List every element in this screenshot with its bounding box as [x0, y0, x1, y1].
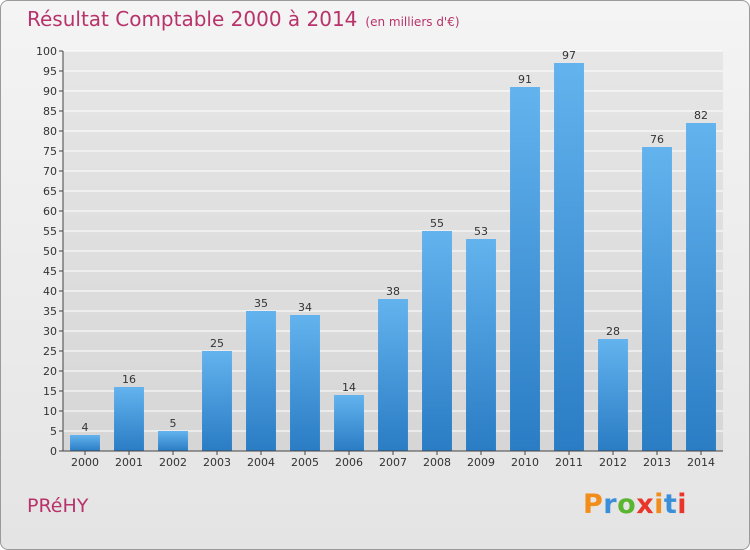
bar-2007[interactable]	[378, 299, 408, 451]
bar-2010[interactable]	[510, 87, 540, 451]
y-tick-label: 75	[43, 145, 57, 158]
y-tick-label: 65	[43, 185, 57, 198]
x-tick-label: 2000	[71, 456, 99, 469]
y-tick-label: 30	[43, 325, 57, 338]
y-tick-label: 40	[43, 285, 57, 298]
chart-title: Résultat Comptable 2000 à 2014 (en millie…	[27, 7, 460, 31]
data-label-2012: 28	[606, 325, 620, 338]
bar-2008[interactable]	[422, 231, 452, 451]
data-label-2008: 55	[430, 217, 444, 230]
x-tick-label: 2001	[115, 456, 143, 469]
x-tick-label: 2003	[203, 456, 231, 469]
y-tick-label: 45	[43, 265, 57, 278]
logo-letter: x	[636, 489, 655, 520]
proxiti-logo[interactable]: Proxiti	[583, 489, 687, 520]
bars	[70, 63, 716, 451]
y-tick-label: 60	[43, 205, 57, 218]
x-tick-label: 2014	[687, 456, 715, 469]
data-label-2009: 53	[474, 225, 488, 238]
y-tick-label: 95	[43, 65, 57, 78]
data-label-2005: 34	[298, 301, 312, 314]
y-tick-label: 25	[43, 345, 57, 358]
x-tick-label: 2006	[335, 456, 363, 469]
y-tick-label: 55	[43, 225, 57, 238]
y-tick-label: 5	[50, 425, 57, 438]
x-tick-label: 2005	[291, 456, 319, 469]
x-tick-label: 2007	[379, 456, 407, 469]
y-tick-label: 85	[43, 105, 57, 118]
x-tick-label: 2004	[247, 456, 275, 469]
logo-letter: r	[603, 489, 618, 520]
y-tick-label: 50	[43, 245, 57, 258]
y-tick-label: 90	[43, 85, 57, 98]
bar-2003[interactable]	[202, 351, 232, 451]
x-axis: 2000 2001 2002 2003 2004 2005 2006 2007 2008 2009…	[63, 450, 723, 469]
chart-title-text: Résultat Comptable 2000 à 2014	[27, 7, 358, 31]
y-tick-label: 20	[43, 365, 57, 378]
logo-letter: P	[583, 489, 604, 520]
data-label-2004: 35	[254, 297, 268, 310]
data-label-2011: 97	[562, 49, 576, 62]
bar-2014[interactable]	[686, 123, 716, 451]
data-label-2014: 82	[694, 109, 708, 122]
bar-2005[interactable]	[290, 315, 320, 451]
x-tick-label: 2009	[467, 456, 495, 469]
y-tick-label: 10	[43, 405, 57, 418]
logo-letter: o	[617, 489, 637, 520]
data-label-2000: 4	[82, 421, 89, 434]
y-tick-label: 70	[43, 165, 57, 178]
bar-2012[interactable]	[598, 339, 628, 451]
commune-name: PRéHY	[27, 495, 89, 517]
logo-letter: t	[663, 489, 678, 520]
bar-2011[interactable]	[554, 63, 584, 451]
bar-2001[interactable]	[114, 387, 144, 451]
bar-2000[interactable]	[70, 435, 100, 451]
data-label-2003: 25	[210, 337, 224, 350]
data-label-2001: 16	[122, 373, 136, 386]
x-tick-label: 2010	[511, 456, 539, 469]
bar-2002[interactable]	[158, 431, 188, 451]
x-tick-label: 2013	[643, 456, 671, 469]
bar-2013[interactable]	[642, 147, 672, 451]
y-tick-label: 0	[50, 445, 57, 458]
logo-letter: i	[677, 489, 688, 520]
bar-2009[interactable]	[466, 239, 496, 451]
x-tick-label: 2012	[599, 456, 627, 469]
y-axis: 0 5 10 15 20 25 30 35 40 45 50 55 60 65 70 75 80 85 90 95 10…	[36, 45, 64, 458]
bar-2004[interactable]	[246, 311, 276, 451]
data-label-2007: 38	[386, 285, 400, 298]
y-tick-label: 15	[43, 385, 57, 398]
logo-letter: i	[654, 489, 664, 520]
x-tick-label: 2008	[423, 456, 451, 469]
chart-subtitle: (en milliers d'€)	[365, 15, 460, 29]
y-tick-label: 100	[36, 45, 57, 58]
bar-2006[interactable]	[334, 395, 364, 451]
data-label-2013: 76	[650, 133, 664, 146]
data-label-2006: 14	[342, 381, 356, 394]
y-tick-label: 35	[43, 305, 57, 318]
data-labels: 4 16 5 25 35 34 14 38 55 53 91 97 28 76 82	[82, 49, 709, 434]
x-tick-label: 2002	[159, 456, 187, 469]
data-label-2010: 91	[518, 73, 532, 86]
y-tick-label: 80	[43, 125, 57, 138]
x-tick-label: 2011	[555, 456, 583, 469]
data-label-2002: 5	[170, 417, 177, 430]
